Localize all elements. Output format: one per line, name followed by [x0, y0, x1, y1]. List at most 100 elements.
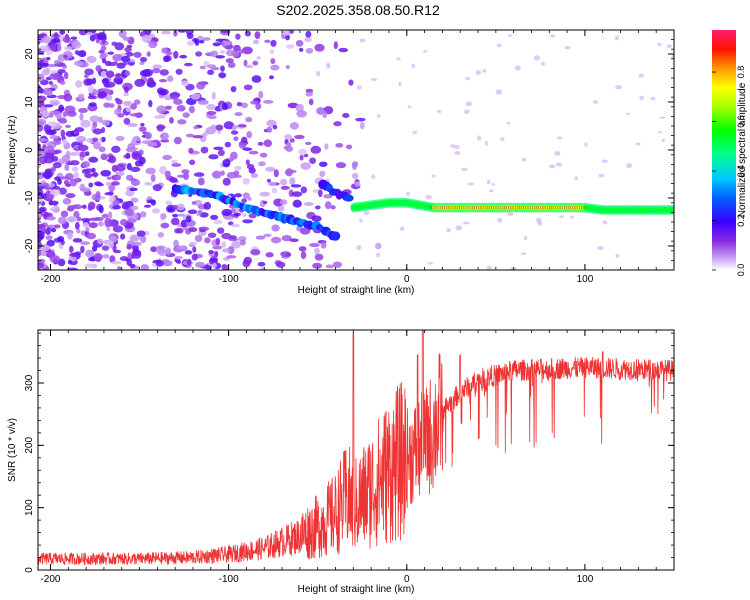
y-tick-label: 20 [24, 48, 35, 60]
heatmap-cell [108, 211, 113, 220]
heatmap-cell [146, 141, 158, 147]
heatmap-cell [38, 213, 42, 218]
heatmap-cell [407, 105, 412, 109]
heatmap-cell [131, 241, 142, 247]
heatmap-cell [147, 77, 154, 85]
heatmap-cell [93, 252, 103, 261]
heatmap-cell [42, 110, 50, 118]
heatmap-cell [171, 159, 178, 164]
heatmap-cell [556, 136, 563, 140]
heatmap-cell [330, 205, 336, 210]
heatmap-marks [38, 30, 674, 270]
heatmap-cell [72, 204, 83, 210]
heatmap-cell [181, 169, 190, 174]
heatmap-cell [58, 106, 65, 112]
heatmap-cell [354, 181, 361, 187]
heatmap-cell [49, 189, 61, 196]
heatmap-cell [79, 112, 84, 121]
heatmap-cell [57, 236, 65, 243]
heatmap-cell [112, 225, 124, 233]
heatmap-cell [601, 159, 608, 163]
heatmap-cell [671, 207, 674, 213]
heatmap-cell [53, 59, 60, 65]
heatmap-cell [454, 150, 461, 155]
heatmap-cell [49, 255, 61, 264]
heatmap-cell [326, 62, 331, 69]
heatmap-cell [145, 167, 156, 175]
heatmap-cell [262, 200, 268, 205]
heatmap-cell [101, 119, 110, 126]
heatmap-cell [155, 248, 166, 254]
heatmap-cell [303, 201, 314, 207]
heatmap-cell [130, 103, 138, 110]
heatmap-cell [514, 65, 521, 71]
heatmap-cell [356, 244, 362, 251]
heatmap-cell [138, 156, 146, 165]
heatmap-cell [333, 121, 342, 127]
heatmap-cell [57, 216, 67, 225]
heatmap-cell [626, 162, 633, 169]
heatmap-cell [215, 55, 226, 59]
heatmap-cell [342, 112, 350, 119]
heatmap-cell [165, 51, 173, 56]
heatmap-cell [259, 152, 268, 158]
heatmap-cell [280, 251, 291, 257]
heatmap-cell [95, 65, 102, 73]
heatmap-cell [38, 149, 47, 158]
heatmap-cell [81, 161, 91, 168]
heatmap-cell [130, 197, 139, 203]
heatmap-cell [56, 44, 62, 52]
heatmap-cell [115, 135, 125, 142]
heatmap-cell [139, 235, 147, 244]
x-tick-label: -100 [219, 274, 239, 285]
heatmap-cell [123, 100, 133, 107]
heatmap-cell [107, 240, 115, 249]
heatmap-cell [319, 161, 328, 167]
heatmap-y-ticks: -20 -10 0 10 20 [24, 29, 674, 271]
heatmap-cell [324, 201, 332, 210]
heatmap-cell [124, 70, 131, 77]
heatmap-cell [141, 34, 152, 43]
heatmap-cell [323, 194, 333, 199]
heatmap-cell [475, 70, 482, 75]
heatmap-cell [158, 89, 168, 95]
heatmap-cell [104, 191, 114, 196]
heatmap-cell [491, 182, 496, 186]
heatmap-cell [88, 156, 99, 163]
heatmap-cell [112, 53, 123, 62]
y-tick-label: 300 [24, 374, 35, 391]
heatmap-cell [54, 149, 62, 154]
heatmap-cell [295, 39, 304, 47]
heatmap-cell [70, 36, 78, 40]
heatmap-cell [125, 152, 131, 159]
y-tick-label: -10 [24, 190, 35, 205]
heatmap-cell [476, 135, 482, 141]
heatmap-cell [203, 201, 212, 210]
heatmap-cell [177, 30, 187, 33]
heatmap-cell [221, 102, 229, 111]
heatmap-cell [555, 162, 563, 167]
heatmap-cell [446, 228, 451, 233]
heatmap-cell [558, 215, 564, 219]
heatmap-cell [60, 129, 66, 138]
heatmap-cell [118, 30, 127, 39]
heatmap-cell [245, 159, 250, 166]
heatmap-cell [77, 144, 89, 152]
heatmap-cell [78, 30, 88, 36]
heatmap-cell [106, 181, 111, 186]
heatmap-cell [268, 181, 277, 187]
heatmap-cell [198, 40, 205, 44]
heatmap-cell [316, 70, 321, 77]
heatmap-cell [598, 173, 605, 178]
heatmap-cell [289, 238, 299, 243]
heatmap-cell [666, 44, 672, 48]
heatmap-cell [111, 260, 122, 265]
y-tick-label: 0 [24, 147, 35, 153]
heatmap-cell [175, 260, 182, 264]
heatmap-cell [38, 231, 45, 240]
heatmap-cell [101, 245, 110, 251]
heatmap-cell [47, 250, 55, 257]
heatmap-cell [309, 157, 317, 164]
heatmap-cell [169, 116, 174, 124]
